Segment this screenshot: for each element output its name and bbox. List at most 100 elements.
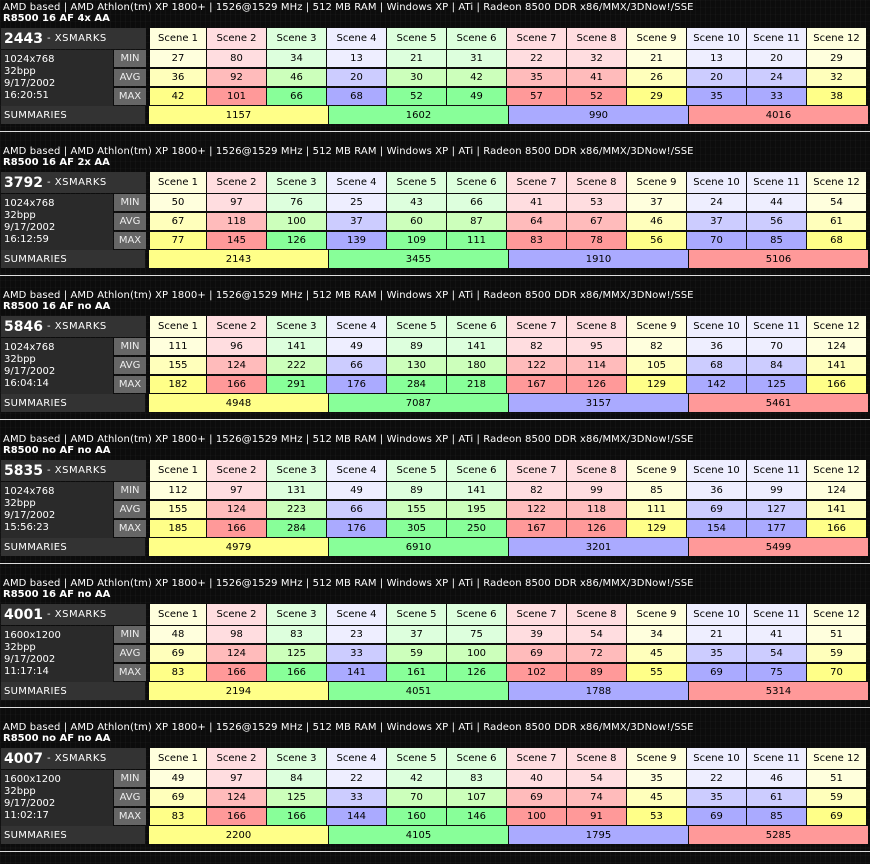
xsmarks-score: 5846 <box>4 318 43 335</box>
max-value: 49 <box>447 88 506 105</box>
max-value: 126 <box>567 520 626 537</box>
min-value: 21 <box>387 50 446 67</box>
min-value: 53 <box>567 194 626 211</box>
avg-value: 20 <box>687 69 746 86</box>
max-value: 102 <box>507 664 566 681</box>
max-value: 284 <box>267 520 326 537</box>
scene-header: Scene 5 <box>387 748 446 769</box>
min-value: 39 <box>507 626 566 643</box>
min-value: 99 <box>567 482 626 499</box>
max-value: 83 <box>150 664 206 681</box>
row-label-max: MAX <box>114 808 146 825</box>
scene-header: Scene 7 <box>507 172 566 193</box>
avg-value: 118 <box>567 501 626 518</box>
summary-value: 1910 <box>509 250 688 268</box>
avg-value: 24 <box>747 69 806 86</box>
scene-header: Scene 3 <box>267 316 326 337</box>
max-value: 250 <box>447 520 506 537</box>
summary-value: 1157 <box>149 106 328 124</box>
xsmarks-label: - XSMARKS <box>46 177 107 188</box>
max-value: 145 <box>207 232 266 249</box>
avg-value: 87 <box>447 213 506 230</box>
scene-header: Scene 3 <box>267 28 326 49</box>
row-label-avg: AVG <box>114 501 146 518</box>
avg-value: 35 <box>507 69 566 86</box>
min-value: 111 <box>150 338 206 355</box>
scene-header: Scene 11 <box>747 172 806 193</box>
summaries-label: SUMMARIES <box>1 826 145 844</box>
summaries-row: SUMMARIES 4979 6910 3201 5499 <box>1 538 868 556</box>
summaries-row: SUMMARIES 2143 3455 1910 5106 <box>1 250 868 268</box>
scene-header: Scene 12 <box>807 28 866 49</box>
resolution-text: 1600x1200 <box>4 774 61 785</box>
scores-table: 4001- XSMARKS Scene 1 Scene 2 Scene 3 Scene … <box>1 604 866 682</box>
max-value: 166 <box>207 808 266 825</box>
score-header: 4001- XSMARKS <box>1 604 146 625</box>
max-value: 166 <box>207 664 266 681</box>
min-value: 13 <box>687 50 746 67</box>
scene-header: Scene 8 <box>567 316 626 337</box>
scores-table: 3792- XSMARKS Scene 1 Scene 2 Scene 3 Scene … <box>1 172 866 250</box>
scene-header: Scene 3 <box>267 172 326 193</box>
avg-value: 35 <box>687 789 746 806</box>
max-value: 83 <box>150 808 206 825</box>
separator-line <box>0 131 870 132</box>
avg-value: 37 <box>327 213 386 230</box>
min-value: 37 <box>387 626 446 643</box>
scene-header: Scene 7 <box>507 604 566 625</box>
row-label-avg: AVG <box>114 213 146 230</box>
min-value: 32 <box>567 50 626 67</box>
score-header: 4007- XSMARKS <box>1 748 146 769</box>
time-text: 16:20:51 <box>4 90 49 101</box>
resolution-text: 1024x768 <box>4 198 55 209</box>
avg-value: 74 <box>567 789 626 806</box>
scene-header: Scene 11 <box>747 316 806 337</box>
scene-header: Scene 6 <box>447 604 506 625</box>
config-title: R8500 16 AF 2x AA <box>3 157 110 168</box>
row-label-max: MAX <box>114 88 146 105</box>
max-value: 142 <box>687 376 746 393</box>
avg-value: 155 <box>387 501 446 518</box>
avg-value: 66 <box>327 501 386 518</box>
row-label-avg: AVG <box>114 789 146 806</box>
avg-value: 64 <box>507 213 566 230</box>
date-text: 9/17/2002 <box>4 798 56 809</box>
summaries-label: SUMMARIES <box>1 682 145 700</box>
min-value: 20 <box>747 50 806 67</box>
avg-value: 111 <box>627 501 686 518</box>
min-value: 141 <box>447 338 506 355</box>
min-value: 89 <box>387 482 446 499</box>
summary-value: 5106 <box>689 250 868 268</box>
scores-table: 5835- XSMARKS Scene 1 Scene 2 Scene 3 Scene … <box>1 460 866 538</box>
min-value: 41 <box>507 194 566 211</box>
min-value: 46 <box>747 770 806 787</box>
date-text: 9/17/2002 <box>4 510 56 521</box>
xsmarks-label: - XSMARKS <box>46 609 107 620</box>
avg-value: 124 <box>207 645 266 662</box>
summary-value: 6910 <box>329 538 508 556</box>
scene-header: Scene 10 <box>687 172 746 193</box>
separator-line <box>0 563 870 564</box>
row-label-min: MIN <box>114 770 146 787</box>
avg-value: 41 <box>567 69 626 86</box>
run-info: 1024x768 32bpp 9/17/2002 15:56:23 <box>1 482 113 538</box>
max-value: 38 <box>807 88 866 105</box>
min-value: 54 <box>807 194 866 211</box>
scene-header: Scene 1 <box>150 748 206 769</box>
avg-value: 118 <box>207 213 266 230</box>
min-value: 24 <box>687 194 746 211</box>
avg-value: 125 <box>267 645 326 662</box>
min-value: 70 <box>747 338 806 355</box>
row-label-max: MAX <box>114 232 146 249</box>
scene-header: Scene 7 <box>507 460 566 481</box>
xsmarks-label: - XSMARKS <box>46 321 107 332</box>
scene-header: Scene 8 <box>567 748 626 769</box>
max-value: 35 <box>687 88 746 105</box>
xsmarks-score: 5835 <box>4 462 43 479</box>
min-value: 48 <box>150 626 206 643</box>
avg-value: 155 <box>150 501 206 518</box>
result-block: AMD based | AMD Athlon(tm) XP 1800+ | 15… <box>0 0 870 144</box>
avg-value: 122 <box>507 501 566 518</box>
scene-header: Scene 9 <box>627 460 686 481</box>
row-label-avg: AVG <box>114 357 146 374</box>
